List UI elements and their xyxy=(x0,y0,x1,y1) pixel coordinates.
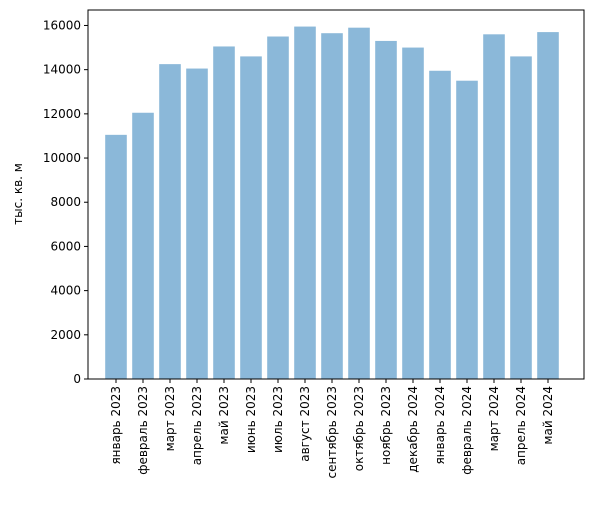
bars-group xyxy=(105,26,559,380)
bar-6 xyxy=(240,56,262,380)
bar-2 xyxy=(132,112,154,379)
y-tick-label-0: 0 xyxy=(73,372,81,386)
x-tick-label-6: июнь 2023 xyxy=(244,386,258,453)
y-tick-label-5: 10000 xyxy=(43,151,81,165)
x-tick-label-8: август 2023 xyxy=(298,386,312,462)
x-tick-label-12: декабрь 2024 xyxy=(406,386,420,473)
bar-5 xyxy=(213,46,235,380)
y-tick-label-6: 12000 xyxy=(43,107,81,121)
bar-3 xyxy=(159,64,181,379)
x-tick-label-14: февраль 2024 xyxy=(460,386,474,475)
x-tick-label-16: апрель 2024 xyxy=(514,386,528,465)
bar-15 xyxy=(483,34,505,380)
y-tick-label-7: 14000 xyxy=(43,63,81,77)
y-tick-label-4: 8000 xyxy=(50,195,81,209)
x-tick-label-2: февраль 2023 xyxy=(136,386,150,475)
x-tick-label-3: март 2023 xyxy=(163,386,177,451)
bar-1 xyxy=(105,134,127,379)
x-tick-label-7: июль 2023 xyxy=(271,386,285,453)
bar-12 xyxy=(402,47,424,380)
x-tick-label-17: май 2024 xyxy=(541,386,555,445)
x-tick-label-13: январь 2024 xyxy=(433,386,447,465)
plot-frame xyxy=(87,9,585,380)
x-tick-label-9: сентябрь 2023 xyxy=(325,386,339,478)
bar-10 xyxy=(348,27,370,380)
x-tick-label-15: март 2024 xyxy=(487,386,501,451)
bar-8 xyxy=(294,26,316,379)
y-tick-label-1: 2000 xyxy=(50,328,81,342)
x-tick-label-1: январь 2023 xyxy=(109,386,123,465)
bar-7 xyxy=(267,36,289,379)
bar-17 xyxy=(537,32,559,379)
bar-14 xyxy=(456,80,478,380)
x-tick-label-5: май 2023 xyxy=(217,386,231,445)
bar-16 xyxy=(510,56,532,380)
bar-9 xyxy=(321,33,343,379)
bar-4 xyxy=(186,68,208,380)
bar-13 xyxy=(429,70,451,379)
x-tick-label-10: октябрь 2023 xyxy=(352,386,366,471)
y-tick-label-8: 16000 xyxy=(43,18,81,32)
y-tick-label-3: 6000 xyxy=(50,239,81,253)
x-axis-ticks: январь 2023 февраль 2023 март 2023 апрель 2… xyxy=(109,379,555,478)
y-axis-label: тыс. кв. м xyxy=(11,163,25,225)
x-tick-label-4: апрель 2023 xyxy=(190,386,204,465)
y-tick-label-2: 4000 xyxy=(50,284,81,298)
x-tick-label-11: ноябрь 2023 xyxy=(379,386,393,465)
bar-11 xyxy=(375,40,397,380)
y-axis-ticks: 0 2000 4000 6000 8000 10000 12000 14000 16000 xyxy=(43,18,88,386)
